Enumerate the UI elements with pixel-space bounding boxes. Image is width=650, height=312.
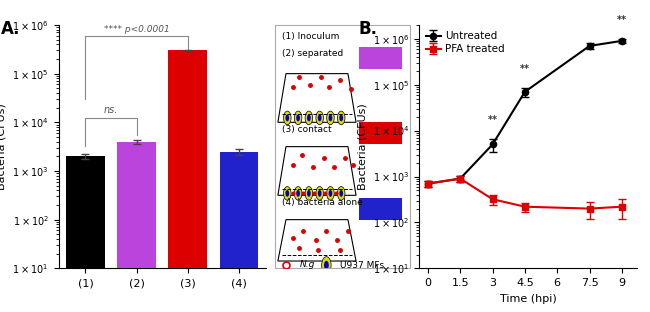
Circle shape <box>327 187 334 200</box>
Text: (2) separated: (2) separated <box>282 49 343 58</box>
Circle shape <box>305 187 313 200</box>
Text: ns.: ns. <box>104 105 118 115</box>
Text: N.g: N.g <box>300 260 315 269</box>
Text: **** p<0.0001: **** p<0.0001 <box>104 25 170 34</box>
Text: B.: B. <box>358 20 377 38</box>
Circle shape <box>296 115 300 121</box>
FancyBboxPatch shape <box>359 198 402 220</box>
Circle shape <box>327 111 334 125</box>
Circle shape <box>305 111 313 125</box>
Circle shape <box>283 111 291 125</box>
Y-axis label: Bacteria (CFUs): Bacteria (CFUs) <box>358 103 367 190</box>
Circle shape <box>324 261 329 270</box>
Circle shape <box>296 190 300 197</box>
Bar <box>66 156 105 312</box>
Text: **: ** <box>617 15 627 25</box>
X-axis label: Time (hpi): Time (hpi) <box>500 294 556 304</box>
Text: U937 MFs: U937 MFs <box>340 261 384 270</box>
Circle shape <box>318 190 322 197</box>
Circle shape <box>322 257 331 274</box>
Text: (1) Inoculum: (1) Inoculum <box>282 32 339 41</box>
Circle shape <box>337 187 345 200</box>
Text: (3) contact: (3) contact <box>282 125 332 134</box>
Circle shape <box>339 190 343 197</box>
FancyBboxPatch shape <box>359 122 402 144</box>
Bar <box>117 142 156 312</box>
Circle shape <box>307 190 311 197</box>
Text: A.: A. <box>1 20 20 38</box>
Circle shape <box>339 115 343 121</box>
Circle shape <box>285 115 289 121</box>
Circle shape <box>294 187 302 200</box>
Text: **: ** <box>488 115 498 125</box>
Circle shape <box>283 187 291 200</box>
Text: (4) bacteria alone: (4) bacteria alone <box>282 198 363 207</box>
Circle shape <box>318 115 322 121</box>
Bar <box>220 152 258 312</box>
Legend: Untreated, PFA treated: Untreated, PFA treated <box>424 30 506 55</box>
Text: **: ** <box>520 64 530 74</box>
Circle shape <box>316 187 324 200</box>
Circle shape <box>328 190 332 197</box>
Circle shape <box>294 111 302 125</box>
FancyBboxPatch shape <box>275 25 410 268</box>
Circle shape <box>316 111 324 125</box>
Circle shape <box>307 115 311 121</box>
Y-axis label: Bacteria (CFUs): Bacteria (CFUs) <box>0 103 6 190</box>
Bar <box>168 51 207 312</box>
Circle shape <box>285 190 289 197</box>
Circle shape <box>328 115 332 121</box>
Circle shape <box>337 111 345 125</box>
FancyBboxPatch shape <box>359 47 402 69</box>
